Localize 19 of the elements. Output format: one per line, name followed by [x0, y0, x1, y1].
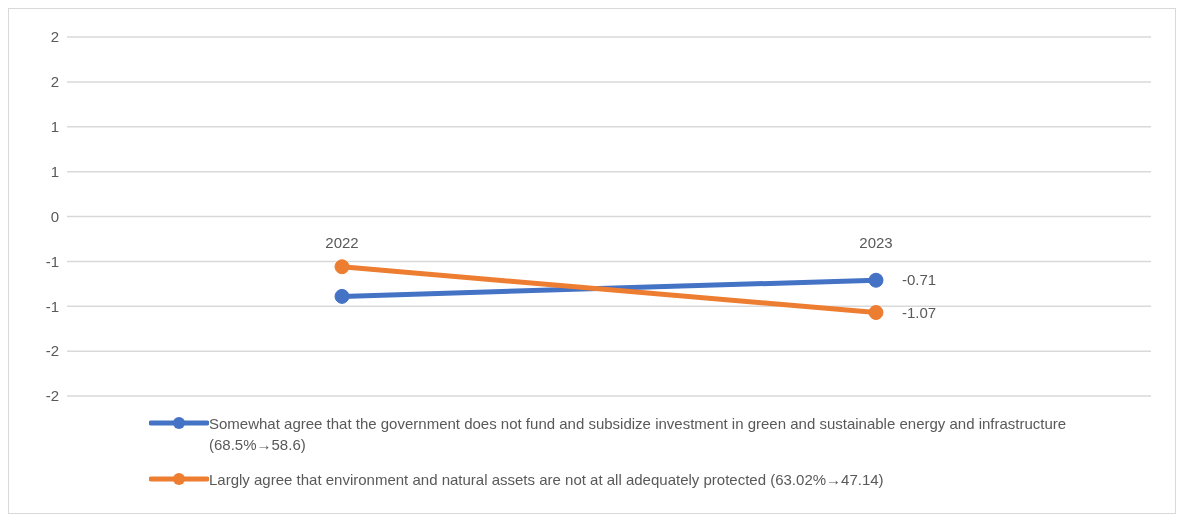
x-tick-label: 2022 [325, 233, 359, 251]
legend-label: Somewhat agree that the government does not fund and subsidize investment in green and sustainable energy and infrastructure (68.5%→58.6) [209, 414, 1068, 455]
point [334, 288, 350, 304]
y-tick-label: -1 [45, 297, 59, 315]
data-label: -0.71 [902, 271, 937, 289]
y-tick-label: -2 [45, 342, 59, 360]
y-tick-label: 1 [50, 162, 59, 180]
point [334, 259, 350, 275]
data-label: -1.07 [902, 303, 937, 321]
legend-label: Largly agree that environment and natural assets are not at all adequately protected (63.02%→47.14) [209, 470, 884, 490]
y-tick-label: -1 [45, 252, 59, 270]
y-tick-label: 0 [50, 207, 59, 225]
point [868, 272, 884, 288]
point [868, 305, 884, 321]
y-tick-label: 2 [50, 73, 59, 91]
y-tick-label: 2 [50, 28, 59, 46]
y-tick-label: -2 [45, 387, 59, 405]
y-tick-label: 1 [50, 118, 59, 136]
x-tick-label: 2023 [859, 233, 893, 251]
